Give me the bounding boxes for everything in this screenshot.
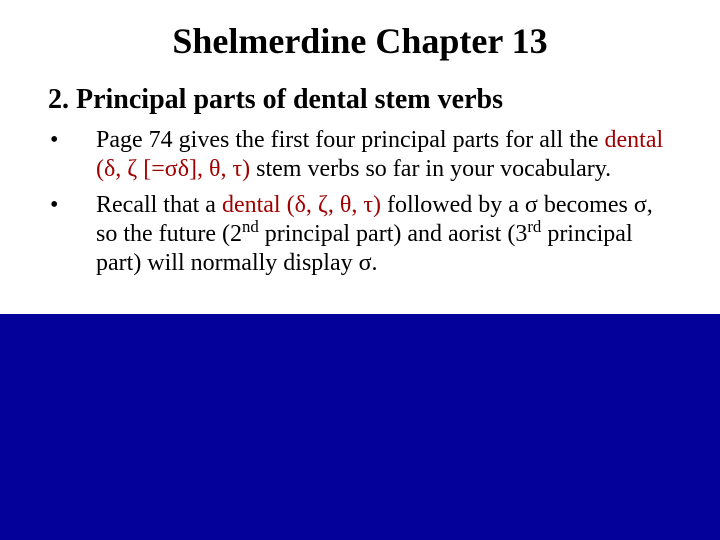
list-item: • Page 74 gives the first four principal… (48, 126, 672, 185)
list-item: • Recall that a dental (δ, ζ, θ, τ) foll… (48, 191, 672, 279)
title-region: Shelmerdine Chapter 13 (0, 0, 720, 76)
content-region: 2. Principal parts of dental stem verbs … (0, 76, 720, 314)
slide-title: Shelmerdine Chapter 13 (0, 20, 720, 62)
bullet-list: • Page 74 gives the first four principal… (48, 126, 672, 278)
bullet-marker: • (48, 126, 96, 185)
bullet-pre: Page 74 gives the first four principal p… (96, 127, 605, 153)
section-heading: 2. Principal parts of dental stem verbs (48, 84, 672, 116)
bullet-text: Page 74 gives the first four principal p… (96, 126, 672, 185)
bullet-text: Recall that a dental (δ, ζ, θ, τ) follow… (96, 191, 672, 279)
bullet-highlight: dental (δ, ζ, θ, τ) (222, 192, 381, 218)
slide: Shelmerdine Chapter 13 2. Principal part… (0, 0, 720, 540)
bullet-post: stem verbs so far in your vocabulary. (250, 156, 611, 182)
bullet-marker: • (48, 191, 96, 279)
bullet-pre: Recall that a (96, 192, 222, 218)
